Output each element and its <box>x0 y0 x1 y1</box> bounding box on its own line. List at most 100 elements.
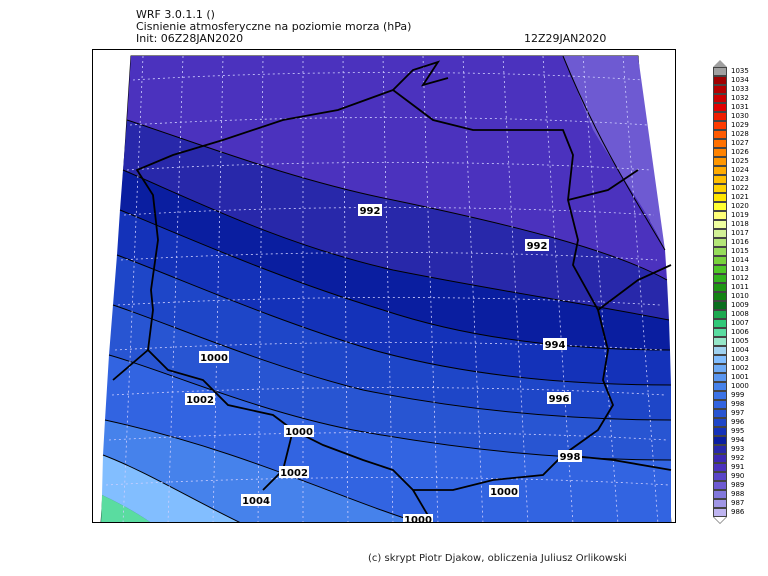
legend-item: 1012 <box>713 274 753 283</box>
legend-bottom-arrow <box>713 517 727 524</box>
band-1000 <box>105 355 671 522</box>
band-1002 <box>103 420 417 522</box>
legend-item: 1000 <box>713 382 753 391</box>
legend-swatch <box>713 229 727 238</box>
legend-swatch <box>713 139 727 148</box>
legend-item: 1015 <box>713 247 753 256</box>
legend-swatch <box>713 310 727 319</box>
isobar-line <box>119 209 671 351</box>
legend-label: 1020 <box>731 202 749 210</box>
init-time: Init: 06Z28JAN2020 <box>136 32 244 45</box>
isobar-label-text: 1000 <box>200 353 228 364</box>
band-1006 <box>101 495 151 522</box>
isobar-line <box>116 254 672 386</box>
isobar-label: 1000 <box>403 514 433 522</box>
legend-label: 989 <box>731 481 745 489</box>
legend-swatch <box>713 157 727 166</box>
legend-item: 1022 <box>713 184 753 193</box>
graticule-line <box>122 55 144 522</box>
legend-item: 1001 <box>713 373 753 382</box>
isobar-line <box>122 169 670 321</box>
band-998 <box>109 305 671 460</box>
legend-swatch <box>713 481 727 490</box>
legend-item: 999 <box>713 391 753 400</box>
legend-label: 1025 <box>731 157 749 165</box>
legend-swatch <box>713 499 727 508</box>
legend-swatch <box>713 103 727 112</box>
legend-item: 1003 <box>713 355 753 364</box>
graticule <box>105 55 670 522</box>
legend-label: 986 <box>731 508 745 516</box>
legend-item: 987 <box>713 499 753 508</box>
legend-swatch <box>713 220 727 229</box>
legend-label: 1034 <box>731 76 749 84</box>
valid-time: 12Z29JAN2020 <box>524 32 607 45</box>
legend-label: 990 <box>731 472 745 480</box>
legend-label: 1016 <box>731 238 749 246</box>
legend-label: 1007 <box>731 319 749 327</box>
legend-item: 1028 <box>713 130 753 139</box>
legend-item: 1004 <box>713 346 753 355</box>
legend-label: 1001 <box>731 373 749 381</box>
legend-item: 1018 <box>713 220 753 229</box>
legend-label: 992 <box>731 454 745 462</box>
legend-item: 1019 <box>713 211 753 220</box>
legend-label: 1019 <box>731 211 749 219</box>
legend-item: 1008 <box>713 310 753 319</box>
legend-item: 995 <box>713 427 753 436</box>
legend-swatch <box>713 274 727 283</box>
legend-swatch <box>713 112 727 121</box>
legend-swatch <box>713 382 727 391</box>
legend-item: 989 <box>713 481 753 490</box>
pressure-bands <box>101 56 671 522</box>
graticule-line <box>382 55 394 522</box>
legend-item: 1010 <box>713 292 753 301</box>
graticule-line <box>123 207 655 216</box>
legend-item: 1023 <box>713 175 753 184</box>
isobar-label: 996 <box>547 392 571 405</box>
legend-item: 1027 <box>713 139 753 148</box>
legend-swatch <box>713 265 727 274</box>
legend-item: 990 <box>713 472 753 481</box>
legend-label: 1032 <box>731 94 749 102</box>
legend-swatch <box>713 427 727 436</box>
legend-label: 996 <box>731 418 745 426</box>
isobar-label-text: 1002 <box>280 468 308 479</box>
legend-label: 988 <box>731 490 745 498</box>
graticule-line <box>114 342 664 351</box>
graticule-line <box>126 162 652 171</box>
legend-item: 1011 <box>713 283 753 292</box>
legend-swatch <box>713 418 727 427</box>
isobar-label: 994 <box>543 338 567 351</box>
legend-label: 993 <box>731 445 745 453</box>
legend-item: 1006 <box>713 328 753 337</box>
legend-swatch <box>713 436 727 445</box>
legend-swatch <box>713 202 727 211</box>
isobar-label-text: 994 <box>545 340 566 351</box>
legend-swatch <box>713 184 727 193</box>
isobar-label-text: 992 <box>360 206 381 217</box>
legend-label: 997 <box>731 409 745 417</box>
neighbor-border <box>567 169 639 201</box>
isobar-label: 1000 <box>199 351 229 364</box>
isobar-label-text: 1004 <box>242 496 270 507</box>
legend-swatch <box>713 94 727 103</box>
isobar-label: 992 <box>358 204 382 217</box>
legend-label: 1009 <box>731 301 749 309</box>
graticule-line <box>422 55 439 522</box>
legend-swatch <box>713 193 727 202</box>
graticule-line <box>542 55 574 522</box>
graticule-line <box>212 55 224 522</box>
legend-label: 1017 <box>731 229 749 237</box>
legend-swatch <box>713 283 727 292</box>
legend-swatch <box>713 472 727 481</box>
band-995 <box>117 210 671 385</box>
legend-label: 1029 <box>731 121 749 129</box>
isobar-line <box>112 304 672 421</box>
legend-label: 1014 <box>731 256 749 264</box>
legend-label: 1026 <box>731 148 749 156</box>
legend-item: 1032 <box>713 94 753 103</box>
isobar-label-text: 1000 <box>285 427 313 438</box>
isobar-label: 1000 <box>284 425 314 438</box>
legend-swatch <box>713 121 727 130</box>
